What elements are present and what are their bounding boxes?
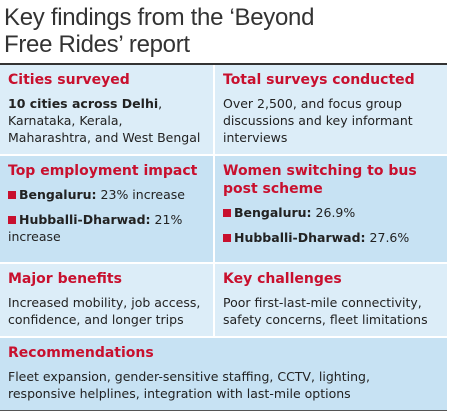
cell-text: Over 2,500, and focus group discussions … bbox=[223, 96, 413, 145]
item-label: Hubballi-Dharwad: bbox=[19, 212, 151, 227]
cell-body: Fleet expansion, gender-sensitive staffi… bbox=[8, 368, 439, 402]
findings-table: Cities surveyed 10 cities across Delhi, K… bbox=[0, 63, 447, 411]
list-item: Hubballi-Dharwad: 27.6% bbox=[223, 229, 439, 246]
bullet bbox=[8, 191, 16, 199]
cell-body: 10 cities across Delhi, Karnataka, Keral… bbox=[8, 95, 205, 146]
table-cell: Major benefits Increased mobility, job ac… bbox=[0, 264, 215, 336]
item-label: Bengaluru: bbox=[19, 187, 97, 202]
table-row: Cities surveyed 10 cities across Delhi, K… bbox=[0, 65, 447, 156]
item-text: 21% increase bbox=[8, 212, 183, 244]
table-row: Major benefits Increased mobility, job ac… bbox=[0, 264, 447, 338]
bullet bbox=[223, 234, 231, 242]
cell-heading: Cities surveyed bbox=[8, 72, 130, 88]
item-label: Hubballi-Dharwad: bbox=[234, 230, 366, 245]
cell-body: Poor first-last-mile connectivity, safet… bbox=[223, 294, 439, 328]
cell-body: Over 2,500, and focus group discussions … bbox=[223, 95, 439, 146]
table-cell: Top employment impact Bengaluru: 23% incre… bbox=[0, 156, 215, 262]
page: {"title": "Key findings from the ‘Beyond… bbox=[0, 4, 451, 411]
cell-heading: Major benefits bbox=[8, 271, 122, 287]
table-cell: Total surveys conducted Over 2,500, and f… bbox=[215, 65, 447, 154]
table-cell: Key challenges Poor first-last-mile conne… bbox=[215, 264, 447, 336]
cell-body: Increased mobility, job access, confiden… bbox=[8, 294, 205, 328]
list-item: Hubballi-Dharwad: 21% increase bbox=[8, 211, 205, 245]
cell-heading: Key challenges bbox=[223, 271, 342, 287]
item-label: Bengaluru: bbox=[234, 205, 312, 220]
cell-text: Poor first-last-mile connectivity, safet… bbox=[223, 295, 428, 327]
table-row: Recommendations Fleet expansion, gender-s… bbox=[0, 338, 447, 410]
item-text: 26.9% bbox=[315, 205, 356, 220]
cell-heading: Women switching to bus post scheme bbox=[223, 163, 417, 197]
cell-heading: Recommendations bbox=[8, 345, 154, 361]
table-cell: Cities surveyed 10 cities across Delhi, K… bbox=[0, 65, 215, 154]
item-text: 23% increase bbox=[100, 187, 185, 202]
table-cell: Women switching to bus post scheme Bengal… bbox=[215, 156, 447, 262]
bullet bbox=[8, 216, 16, 224]
item-text: 27.6% bbox=[369, 230, 410, 245]
cell-text: Increased mobility, job access, confiden… bbox=[8, 295, 201, 327]
table-row: Top employment impact Bengaluru: 23% incre… bbox=[0, 156, 447, 264]
cell-text: Fleet expansion, gender-sensitive staffi… bbox=[8, 369, 370, 401]
list-item: Bengaluru: 23% increase bbox=[8, 186, 205, 203]
cell-text: , Karnataka, Kerala, Maharashtra, and We… bbox=[8, 96, 201, 145]
bullet bbox=[223, 209, 231, 217]
table-cell: Recommendations Fleet expansion, gender-s… bbox=[0, 338, 447, 410]
cell-heading: Top employment impact bbox=[8, 163, 198, 179]
cell-heading: Total surveys conducted bbox=[223, 72, 415, 88]
title: Key findings from the ‘Beyond Free Rides… bbox=[4, 4, 315, 58]
list-item: Bengaluru: 26.9% bbox=[223, 204, 439, 221]
cell-lead: 10 cities across Delhi bbox=[8, 96, 159, 111]
